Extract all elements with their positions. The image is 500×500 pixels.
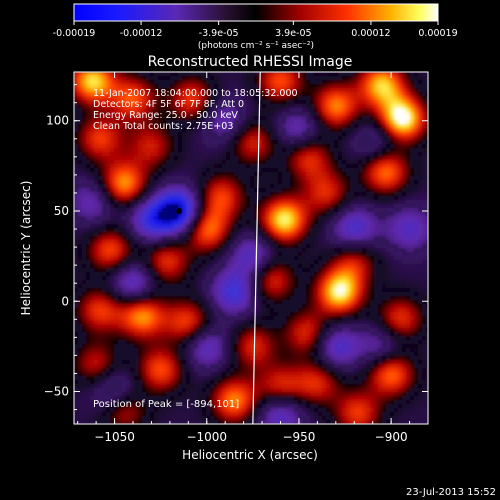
x-axis-ticks: −1050 −1000 −950 −900 [77, 72, 429, 444]
observation-annotations: 11-Jan-2007 18:04:00.000 to 18:05:32.000… [93, 88, 298, 132]
colorbar-ticks: -0.00019 -0.00012 -3.9e-05 3.9e-05 0.00012 0.… [53, 21, 458, 39]
chart-title: Reconstructed RHESSI Image [148, 54, 353, 70]
y-tick-label: 50 [54, 204, 69, 218]
colorbar-tick-label: 0.00019 [418, 28, 457, 39]
colorbar-units: (photons cm⁻² s⁻¹ asec⁻²) [198, 41, 314, 51]
colorbar: -0.00019 -0.00012 -3.9e-05 3.9e-05 0.00012 0.… [53, 3, 458, 51]
footer-date: 23-Jul-2013 15:52 [406, 487, 496, 498]
y-tick-label: 100 [46, 114, 69, 128]
negative-minimum-marker [176, 207, 183, 214]
x-tick-label: −1050 [94, 430, 135, 444]
x-tick-label: −900 [375, 430, 408, 444]
y-tick-label: 0 [61, 294, 69, 308]
colorbar-gradient [73, 3, 439, 22]
y-tick-label: −50 [44, 385, 69, 399]
heatmap-image [74, 72, 428, 424]
solar-limb-line [252, 72, 261, 424]
plot-area: −1050 −1000 −950 −900 −50 0 50 100 [44, 71, 429, 444]
annotation-line: Detectors: 4F 5F 6F 7F 8F, Att 0 [93, 99, 244, 110]
annotation-line: Clean Total counts: 2.75E+03 [93, 121, 233, 132]
x-axis-label: Heliocentric X (arcsec) [182, 448, 318, 462]
y-axis-ticks: −50 0 50 100 [44, 84, 428, 411]
colorbar-tick-label: -0.00019 [53, 28, 96, 39]
y-axis-label: Heliocentric Y (arcsec) [19, 181, 33, 316]
x-tick-label: −950 [282, 430, 315, 444]
plot-frame [73, 71, 429, 425]
colorbar-tick-label: 0.00012 [351, 28, 390, 39]
annotation-line: Energy Range: 25.0 - 50.0 keV [93, 110, 238, 121]
colorbar-tick-label: -3.9e-05 [199, 28, 239, 39]
peak-position-label: Position of Peak = [-894,101] [93, 399, 239, 410]
colorbar-tick-label: -0.00012 [120, 28, 163, 39]
colorbar-tick-label: 3.9e-05 [275, 28, 311, 39]
x-tick-label: −1000 [186, 430, 227, 444]
annotation-line: 11-Jan-2007 18:04:00.000 to 18:05:32.000 [93, 88, 298, 99]
